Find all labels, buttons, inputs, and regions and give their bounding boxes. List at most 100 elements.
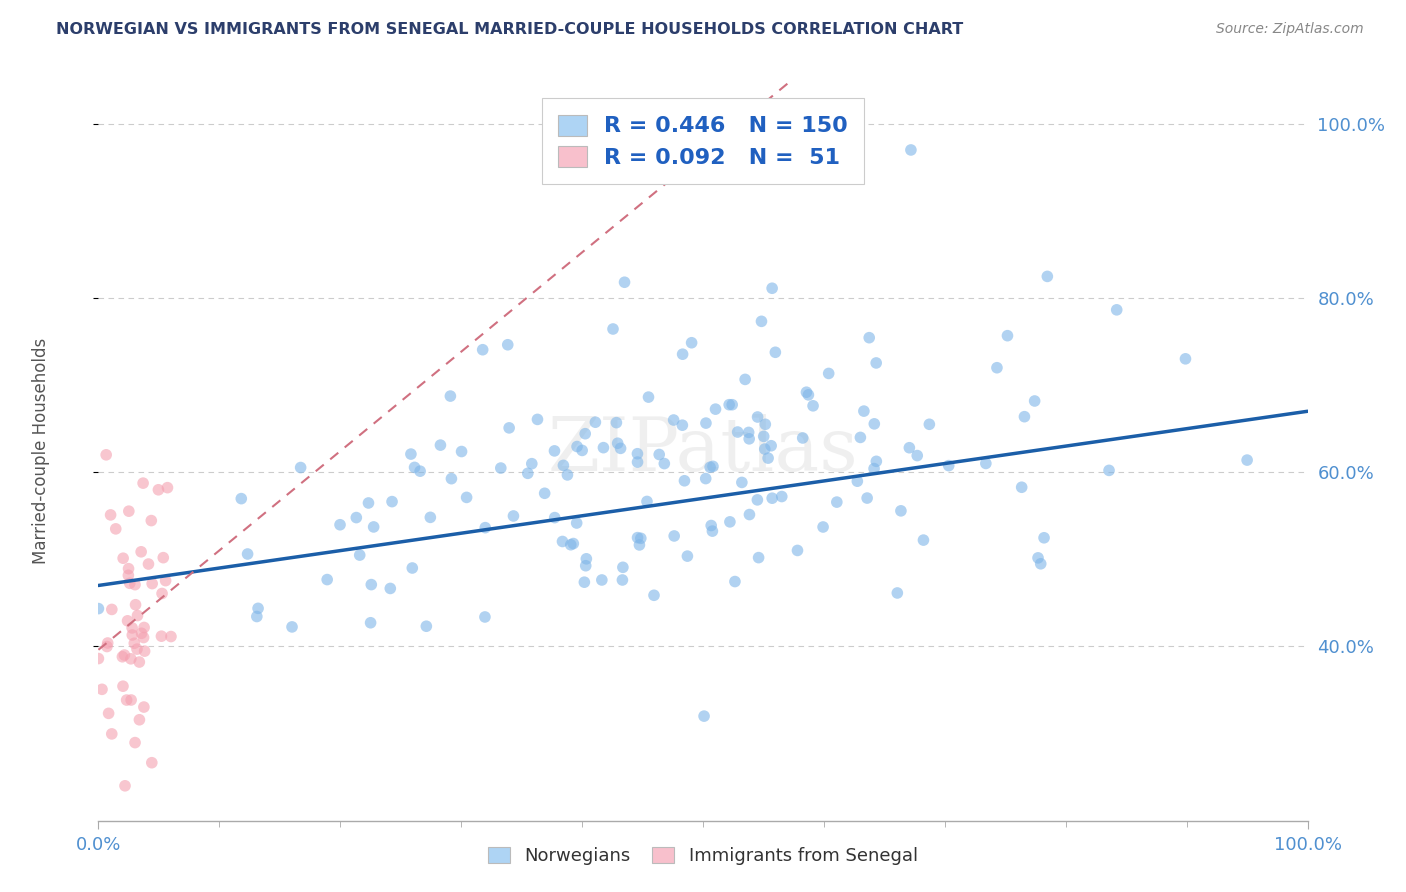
Point (724, 574, 747, 589)
Point (131, 626, 153, 640)
Point (117, 568, 139, 582)
Point (1026, 550, 1049, 565)
Point (761, 491, 783, 506)
Point (409, 464, 432, 478)
Point (489, 461, 512, 475)
Point (91, 682, 114, 697)
Point (763, 345, 786, 359)
Point (630, 531, 652, 545)
Point (290, 460, 312, 475)
Point (526, 412, 548, 426)
Point (612, 560, 634, 574)
Point (115, 693, 138, 707)
Point (1098, 463, 1121, 477)
Point (544, 510, 567, 524)
Point (236, 547, 259, 561)
Point (986, 360, 1008, 375)
Point (502, 508, 524, 523)
Point (96, 640, 118, 654)
Point (150, 586, 173, 600)
Point (1024, 394, 1046, 409)
Point (132, 631, 155, 645)
Point (997, 328, 1019, 343)
Point (118, 504, 141, 518)
Point (360, 577, 382, 591)
Point (863, 461, 886, 475)
Point (637, 390, 659, 404)
Point (520, 457, 543, 471)
Point (571, 443, 593, 458)
Point (97, 636, 120, 650)
Point (856, 491, 879, 505)
Point (846, 474, 869, 488)
Point (565, 516, 588, 530)
Point (636, 494, 658, 508)
Point (141, 514, 163, 528)
Point (104, 522, 127, 536)
Point (450, 444, 472, 458)
Point (349, 548, 371, 562)
Point (150, 629, 173, 643)
Point (912, 533, 935, 547)
Point (118, 576, 141, 591)
Point (155, 574, 177, 588)
Point (543, 443, 565, 458)
Point (560, 538, 582, 552)
Point (754, 417, 776, 432)
Point (718, 398, 741, 412)
Point (565, 440, 588, 454)
Point (898, 441, 921, 455)
Point (747, 409, 769, 424)
Point (702, 524, 724, 538)
Point (562, 536, 585, 550)
Point (456, 491, 478, 505)
Point (247, 601, 270, 615)
Point (738, 508, 761, 522)
Point (825, 495, 848, 509)
Point (112, 648, 135, 662)
Point (811, 520, 834, 534)
Text: ZIPatlas: ZIPatlas (547, 414, 859, 487)
Point (134, 644, 156, 658)
Point (626, 447, 648, 461)
Point (156, 481, 179, 495)
Point (120, 652, 142, 666)
Point (363, 520, 385, 534)
Point (138, 557, 160, 571)
Point (112, 551, 135, 566)
Point (121, 628, 143, 642)
Point (474, 521, 496, 535)
Point (704, 402, 727, 417)
Point (152, 550, 174, 565)
Point (676, 549, 699, 563)
Point (128, 713, 150, 727)
Point (591, 573, 613, 587)
Point (756, 451, 779, 466)
Point (609, 442, 631, 456)
Point (141, 576, 163, 591)
Point (429, 438, 451, 452)
Point (121, 621, 143, 635)
Point (626, 455, 648, 469)
Point (817, 367, 839, 381)
Point (381, 494, 404, 508)
Point (761, 281, 783, 295)
Point (87, 601, 110, 615)
Point (574, 575, 596, 590)
Point (100, 508, 122, 522)
Point (281, 620, 304, 634)
Point (752, 429, 775, 443)
Point (132, 700, 155, 714)
Point (87, 651, 110, 665)
Point (575, 551, 598, 566)
Point (471, 343, 494, 357)
Point (231, 491, 253, 506)
Point (496, 338, 519, 352)
Point (1029, 557, 1052, 571)
Point (101, 602, 124, 616)
Point (886, 586, 908, 600)
Point (738, 432, 761, 446)
Point (671, 347, 693, 361)
Point (695, 416, 717, 430)
Point (858, 331, 880, 345)
